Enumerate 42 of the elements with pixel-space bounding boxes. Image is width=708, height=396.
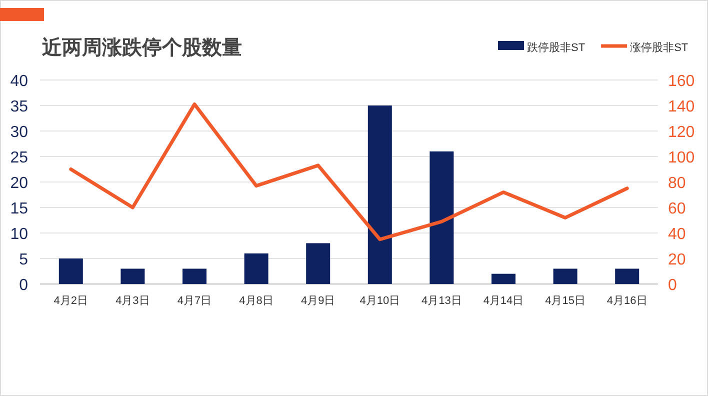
bar xyxy=(244,253,268,284)
x-tick-label: 4月2日 xyxy=(54,295,88,307)
bar xyxy=(120,268,145,284)
y2-tick-label: 80 xyxy=(668,175,686,192)
x-tick-label: 4月13日 xyxy=(422,295,462,307)
bar xyxy=(368,106,392,284)
bar xyxy=(306,243,330,284)
line-series xyxy=(69,102,629,242)
x-tick-label: 4月10日 xyxy=(360,295,400,307)
bar xyxy=(492,274,516,284)
y2-tick-label: 120 xyxy=(668,124,695,141)
bar xyxy=(430,151,454,284)
legend-label: 涨停股非ST xyxy=(630,41,688,54)
x-tick-label: 4月7日 xyxy=(177,295,212,307)
bar xyxy=(58,258,83,284)
y-tick-label: 25 xyxy=(10,150,28,166)
x-tick-label: 4月9日 xyxy=(300,295,336,307)
y2-tick-label: 0 xyxy=(668,277,677,294)
bar xyxy=(615,268,640,284)
bar xyxy=(182,268,206,284)
y-tick-label: 40 xyxy=(10,73,28,90)
y2-tick-label: 60 xyxy=(668,200,686,218)
x-tick-label: 4月3日 xyxy=(116,295,150,307)
x-tick-label: 4月8日 xyxy=(239,295,274,307)
y-tick-label: 0 xyxy=(19,277,28,294)
y2-tick-label: 40 xyxy=(668,226,686,243)
x-tick-label: 4月15日 xyxy=(545,295,586,307)
y-tick-label: 10 xyxy=(10,226,28,243)
y-tick-label: 15 xyxy=(10,200,28,218)
y-tick-label: 5 xyxy=(19,252,28,268)
y-tick-label: 30 xyxy=(10,124,28,141)
chart-title: 近两周涨跌停个股数量 xyxy=(41,36,242,59)
y2-tick-label: 140 xyxy=(668,98,695,116)
legend-label: 跌停股非ST xyxy=(527,41,586,54)
y2-tick-label: 100 xyxy=(668,150,695,166)
x-tick-label: 4月14日 xyxy=(483,295,524,307)
y2-tick-label: 160 xyxy=(668,73,695,90)
y-tick-label: 35 xyxy=(10,98,28,116)
bar xyxy=(553,268,578,284)
y-tick-label: 20 xyxy=(10,175,28,192)
x-tick-label: 4月16日 xyxy=(606,295,648,307)
y2-tick-label: 20 xyxy=(668,252,686,268)
